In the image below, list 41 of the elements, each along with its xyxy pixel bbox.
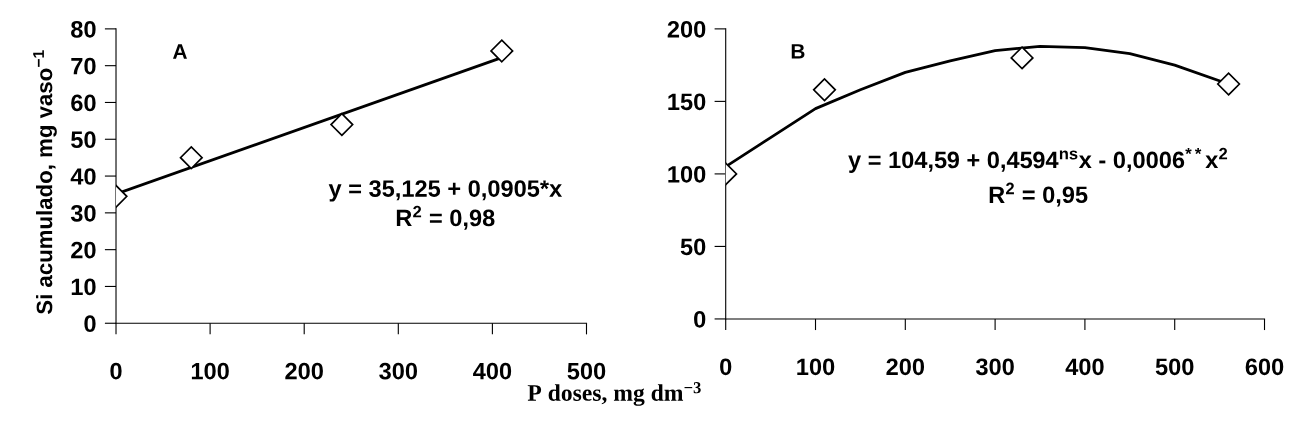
y-tick-label: 50: [71, 131, 96, 149]
y-tick-label: 100: [668, 165, 706, 183]
x-tick-label: 400: [1065, 358, 1104, 376]
y-tick-label: 0: [694, 311, 706, 328]
y-tick-label: 10: [71, 278, 96, 296]
x-tick-label: 200: [285, 362, 323, 380]
y-tick-label: 50: [680, 238, 706, 256]
x-tick-label: 100: [191, 362, 229, 380]
annotation: R$^{2}$ = 0,98: [396, 205, 495, 230]
y-tick-label: 70: [71, 57, 96, 75]
x-tick-label: 0: [720, 358, 732, 376]
y-tick-label: 0: [84, 315, 96, 333]
x-tick-label: 400: [473, 362, 512, 380]
x-tick-label: 0: [110, 362, 122, 380]
annotation: R$^{2}$ = 0,95: [989, 182, 1088, 207]
point: [330, 112, 354, 137]
y-tick-label: 150: [668, 93, 706, 111]
point: [1010, 46, 1034, 70]
point: [179, 146, 203, 170]
point: [490, 39, 514, 63]
point: [812, 78, 837, 102]
x-tick-label: 500: [567, 362, 606, 380]
y-tick-label: 30: [70, 204, 96, 222]
y-tick-label: 60: [71, 94, 96, 112]
annotation: y = 35,125 + 0,0905*x: [328, 180, 563, 202]
x-tick-label: 600: [1245, 358, 1284, 376]
x-tick-label: 100: [797, 358, 835, 376]
y-tick-label: 200: [667, 20, 706, 38]
y-axis-title: Si acumulado, mg vaso$^{−1}$: [33, 50, 57, 315]
point: [1216, 72, 1241, 96]
y-tick-label: 80: [71, 20, 96, 38]
x-tick-label: 300: [379, 362, 418, 380]
x-tick-label: 500: [1155, 358, 1194, 376]
x-tick-label: 200: [886, 358, 925, 376]
y-tick-label: 20: [71, 241, 96, 259]
x-tick-label: 300: [975, 358, 1014, 376]
x-axis-title: P doses, mg dm$^{−3}$: [527, 382, 701, 406]
annotation: y = 104,59 + 0,4594$^{ns}$x - 0,0006$^{**}$x$^{2}$: [848, 147, 1228, 173]
y-tick-label: 40: [70, 168, 96, 185]
text: B: [791, 44, 805, 59]
text: A: [172, 44, 187, 59]
